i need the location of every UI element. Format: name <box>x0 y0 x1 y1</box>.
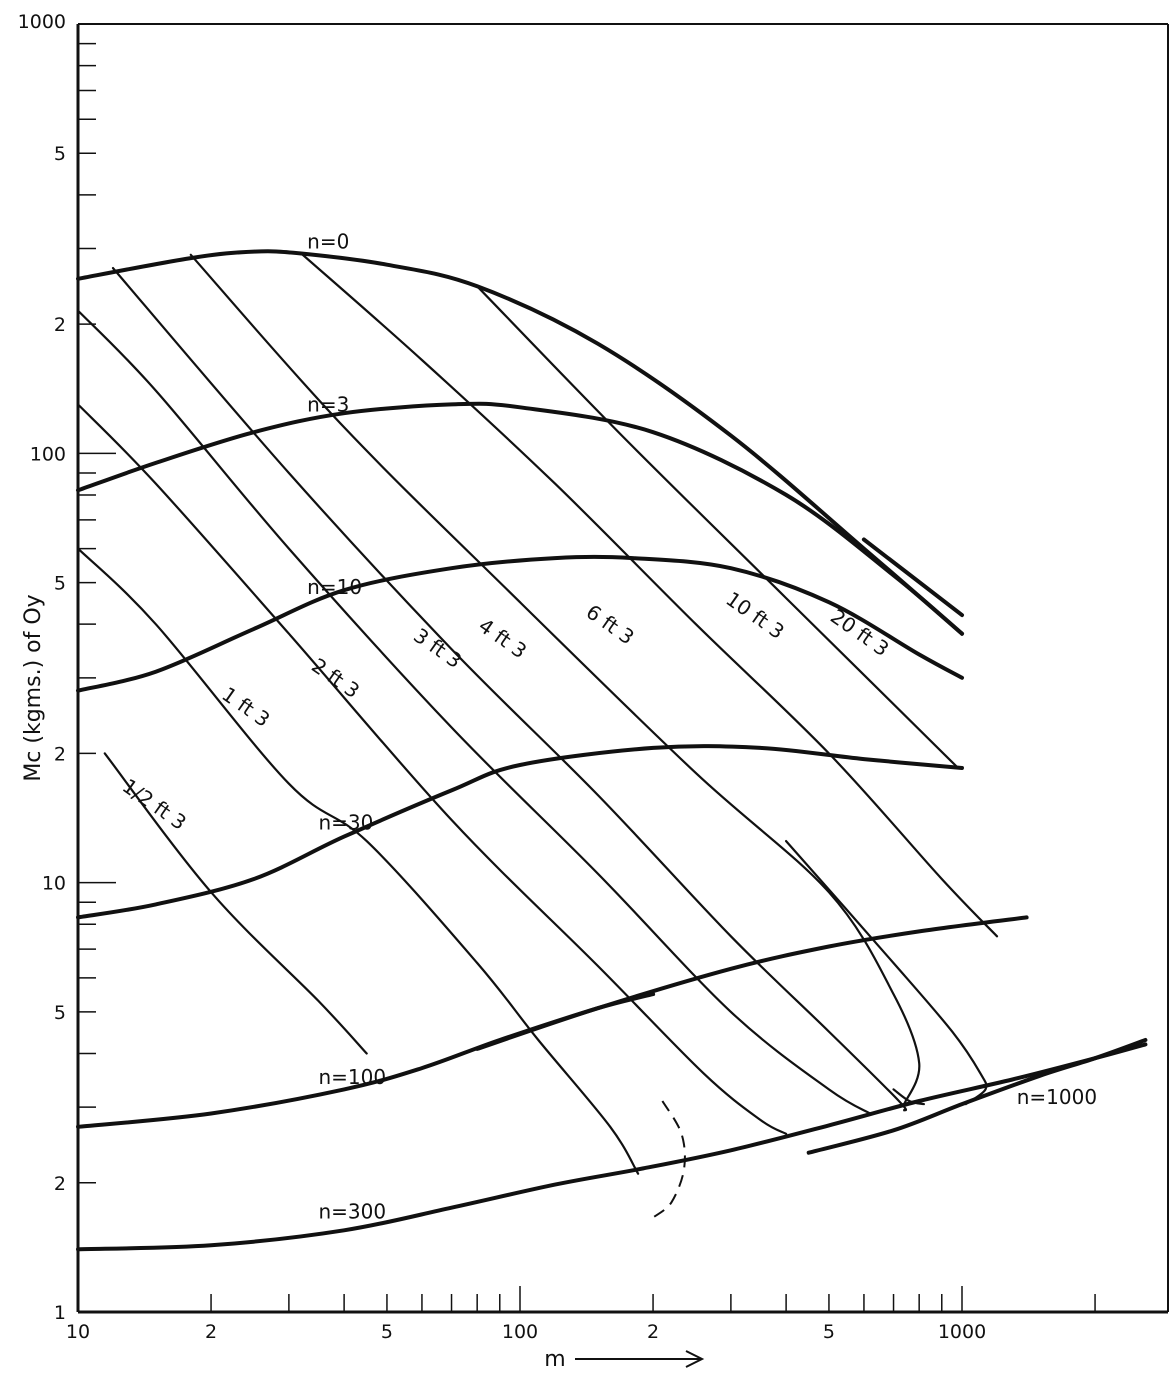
n-curve-0 <box>76 249 964 636</box>
curve-label-13: 4 ft 3 <box>474 613 531 663</box>
dashed-segment-0 <box>652 1100 686 1219</box>
n-curve-6 <box>76 992 656 1129</box>
curve-label-4: n=30 <box>318 810 373 834</box>
curve-label-6: n=100 <box>318 1065 386 1089</box>
x-tick-label: 1000 <box>938 1321 986 1343</box>
curve-label-group: n=0 n=3 n=10 n=30 n=100 n=300 n=1000 1/2 ft 3 1 … <box>118 229 1097 1223</box>
y-axis-title: Mc (kgms.) of Oy <box>21 594 46 781</box>
x-tick-label: 2 <box>205 1321 217 1343</box>
volume-line-15 <box>300 252 999 938</box>
curve-label-14: 6 ft 3 <box>582 600 639 650</box>
curve-label-3: n=10 <box>307 575 362 599</box>
y-tick-label: 10 <box>42 873 66 895</box>
curve-group <box>76 249 1148 1252</box>
plot-frame <box>76 23 1169 1314</box>
volume-line-12 <box>76 309 872 1115</box>
x-tick-label: 2 <box>647 1321 659 1343</box>
n-curve-3 <box>76 554 964 693</box>
volume-line-16 <box>476 285 960 770</box>
y-tick-label: 5 <box>54 1002 66 1024</box>
curve-label-10: 1 ft 3 <box>218 682 275 732</box>
y-tick-label: 100 <box>30 443 66 465</box>
volume-line-14 <box>189 253 921 1106</box>
y-tick-label: 1 <box>54 1302 66 1324</box>
n-curve-2 <box>76 401 964 636</box>
volume-line-13 <box>111 267 908 1112</box>
tick-group: 10 2 5 100 2 5 1000 1 2 5 10 2 5 100 2 5 1000 <box>18 11 1096 1343</box>
y-tick-label: 2 <box>54 1173 66 1195</box>
n-curve-1 <box>861 537 964 618</box>
x-tick-label: 100 <box>502 1321 538 1343</box>
y-tick-label: 1000 <box>18 11 66 33</box>
x-axis-arrow-head <box>685 1350 705 1368</box>
curve-label-9: 1/2 ft 3 <box>118 774 191 835</box>
y-tick-label: 5 <box>54 573 66 595</box>
volume-line-10 <box>76 547 640 1175</box>
x-axis-title-group: m <box>544 1347 705 1372</box>
curve-label-15: 10 ft 3 <box>722 587 789 644</box>
y-tick-label: 2 <box>54 314 66 336</box>
curve-label-0: n=0 <box>307 229 349 253</box>
curve-label-7: n=300 <box>318 1200 386 1224</box>
curve-label-2: n=3 <box>307 393 349 417</box>
x-axis-title: m <box>544 1347 565 1372</box>
curve-label-8: n=1000 <box>1017 1085 1097 1109</box>
x-tick-label: 5 <box>381 1321 393 1343</box>
n-curve-4 <box>76 744 964 920</box>
curve-label-12: 3 ft 3 <box>409 623 466 673</box>
volume-line-17 <box>785 840 988 1106</box>
curve-label-11: 2 ft 3 <box>307 653 364 703</box>
volume-line-18 <box>892 1088 925 1106</box>
y-tick-label: 5 <box>54 143 66 165</box>
volume-line-9 <box>103 752 368 1055</box>
n-curve-7 <box>76 1042 1148 1252</box>
volume-line-11 <box>76 403 788 1135</box>
y-tick-label: 2 <box>54 743 66 765</box>
x-tick-label: 10 <box>66 1321 90 1343</box>
x-tick-label: 5 <box>823 1321 835 1343</box>
n-curve-8 <box>806 1038 1148 1155</box>
